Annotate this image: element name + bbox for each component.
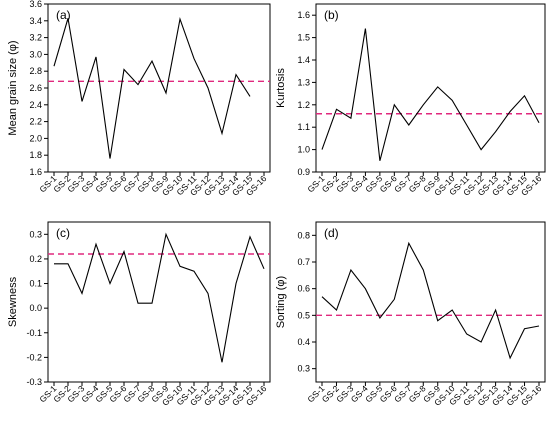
panel-c-ytick-label: 0.1 bbox=[29, 279, 42, 289]
panel-d-series-line bbox=[321, 241, 540, 360]
panel-a-ytick-label: 3.2 bbox=[29, 33, 42, 43]
panel-a-ytick-label: 2.0 bbox=[29, 133, 42, 143]
panel-d-ytick-label: 0.8 bbox=[297, 230, 310, 240]
panel-d-ylabel: Sorting (φ) bbox=[275, 276, 287, 328]
panel-b-frame bbox=[315, 3, 546, 173]
panel-b-ytick-label: 1.6 bbox=[297, 10, 310, 20]
panel-c-frame bbox=[47, 221, 271, 383]
panel-d-label: (d) bbox=[324, 226, 339, 240]
panel-b-ytick-label: 0.9 bbox=[297, 167, 310, 177]
panel-b-ytick-label: 1.3 bbox=[297, 77, 310, 87]
panel-b-ytick-label: 1.2 bbox=[297, 100, 310, 110]
panel-a-ytick-label: 3.0 bbox=[29, 49, 42, 59]
panel-a-series-line bbox=[53, 16, 251, 159]
panel-c-ytick-label: -0.1 bbox=[26, 328, 42, 338]
panel-a-ytick-label: 3.6 bbox=[29, 0, 42, 9]
panel-c-ytick-label: 0.0 bbox=[29, 303, 42, 313]
panel-d-ytick-label: 0.5 bbox=[297, 310, 310, 320]
panel-c-ytick-label: -0.3 bbox=[26, 377, 42, 387]
panel-c-label: (c) bbox=[56, 226, 70, 240]
panel-d-ytick-label: 0.6 bbox=[297, 284, 310, 294]
panel-d-frame bbox=[315, 221, 546, 383]
panel-a-frame bbox=[47, 3, 271, 173]
panel-c-ytick-label: -0.2 bbox=[26, 352, 42, 362]
panel-b-ylabel: Kurtosis bbox=[275, 68, 287, 108]
panel-a-ytick-label: 3.4 bbox=[29, 16, 42, 26]
panel-b-ytick-label: 1.4 bbox=[297, 55, 310, 65]
panel-a-ytick-label: 2.2 bbox=[29, 117, 42, 127]
panel-a-ylabel: Mean grain size (φ) bbox=[7, 40, 19, 135]
panel-a-ytick-label: 2.4 bbox=[29, 100, 42, 110]
panel-c-ylabel: Skewness bbox=[7, 276, 19, 327]
panel-a-ytick-label: 1.8 bbox=[29, 150, 42, 160]
panel-d-ytick-label: 0.4 bbox=[297, 337, 310, 347]
panel-a-label: (a) bbox=[56, 8, 71, 22]
panel-b-label: (b) bbox=[324, 8, 339, 22]
panel-a-ytick-label: 2.6 bbox=[29, 83, 42, 93]
panel-a-ytick-label: 1.6 bbox=[29, 167, 42, 177]
panel-b-ytick-label: 1.0 bbox=[297, 145, 310, 155]
panel-b-ytick-label: 1.5 bbox=[297, 33, 310, 43]
panel-d-ytick-label: 0.3 bbox=[297, 364, 310, 374]
panel-d-ytick-label: 0.7 bbox=[297, 257, 310, 267]
panel-b-series-line bbox=[321, 28, 540, 161]
panel-a-ytick-label: 2.8 bbox=[29, 66, 42, 76]
panel-c-series-line bbox=[54, 232, 265, 363]
panel-c-ytick-label: 0.2 bbox=[29, 254, 42, 264]
panel-c-ytick-label: 0.3 bbox=[29, 229, 42, 239]
panel-b-ytick-label: 1.1 bbox=[297, 122, 310, 132]
